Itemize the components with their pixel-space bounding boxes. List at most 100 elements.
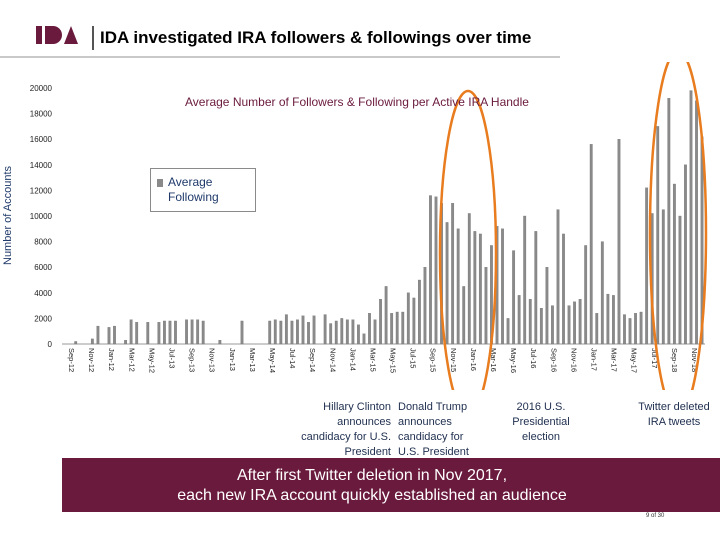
x-tick-label: Mar-17	[610, 348, 619, 372]
bar	[190, 319, 194, 345]
x-tick-label: Jan-13	[228, 348, 237, 371]
x-tick-label: Jul-16	[529, 348, 538, 368]
bar	[423, 267, 427, 345]
bar	[185, 319, 188, 345]
x-tick-label: Nov-12	[87, 348, 96, 372]
bar	[401, 311, 405, 345]
bar	[517, 295, 521, 345]
bar	[473, 231, 477, 345]
bar	[506, 318, 510, 345]
conclusion-banner: After first Twitter deletion in Nov 2017…	[62, 458, 720, 512]
y-tick-label: 20000	[30, 84, 53, 93]
x-tick-label: Sep-16	[549, 348, 558, 372]
bar	[368, 313, 371, 345]
legend-label: Average Following	[168, 175, 219, 204]
bar	[512, 250, 516, 345]
bar	[478, 233, 482, 345]
bar	[462, 286, 466, 345]
x-tick-label: Sep-13	[188, 348, 197, 372]
bar	[174, 320, 177, 345]
bar	[390, 313, 394, 345]
bar	[523, 215, 527, 345]
bar	[612, 295, 615, 345]
annotation-election: 2016 U.S. Presidential election	[512, 401, 570, 443]
bar	[334, 320, 338, 345]
bar	[329, 323, 333, 345]
bar	[90, 338, 94, 345]
bar	[484, 267, 488, 345]
x-tick-label: Jul-13	[168, 348, 177, 368]
y-tick-label: 16000	[30, 135, 53, 144]
bar	[634, 313, 637, 345]
bar	[163, 320, 166, 345]
x-tick-label: Mar-12	[127, 348, 136, 372]
bar	[201, 320, 205, 345]
ida-logo	[36, 26, 78, 44]
bar	[96, 325, 100, 345]
bar	[268, 320, 272, 345]
x-tick-label: Sep-15	[429, 348, 438, 372]
banner-text: After first Twitter deletion in Nov 2017…	[177, 467, 567, 504]
bar	[345, 319, 349, 345]
bar	[395, 311, 399, 345]
bar	[379, 299, 382, 345]
x-tick-label: May-17	[630, 348, 639, 373]
x-tick-label: May-16	[509, 348, 518, 373]
bar	[135, 322, 139, 345]
x-tick-label: Jul-14	[288, 348, 297, 368]
bar	[196, 319, 200, 345]
header-divider	[92, 26, 94, 50]
x-tick-label: Nov-16	[569, 348, 578, 372]
bar	[429, 195, 432, 345]
bar	[168, 320, 172, 345]
highlight-ellipse-2018	[648, 62, 708, 390]
bar	[373, 319, 377, 345]
bar	[406, 292, 410, 345]
x-tick-label: Sep-14	[308, 348, 317, 372]
bar	[600, 241, 604, 345]
bar	[434, 196, 438, 345]
y-tick-label: 6000	[34, 263, 52, 272]
bar	[218, 340, 222, 345]
bar	[695, 100, 698, 345]
bar	[656, 126, 660, 345]
y-tick-label: 2000	[34, 314, 52, 323]
bar	[556, 209, 560, 345]
y-tick-label: 4000	[34, 289, 52, 298]
x-tick-label: Jan-12	[107, 348, 116, 371]
slide-header: IDA investigated IRA followers & followi…	[0, 0, 720, 62]
bar	[351, 319, 355, 345]
page-number: 9 of 30	[646, 513, 665, 519]
x-tick-label: May-15	[389, 348, 398, 373]
x-tick-label: Mar-13	[248, 348, 257, 372]
bar	[279, 320, 283, 345]
y-tick-label: 18000	[30, 110, 53, 119]
x-tick-label: Sep-12	[67, 348, 76, 372]
bar	[157, 322, 161, 345]
bar	[567, 305, 571, 345]
bar	[534, 231, 538, 345]
bar	[240, 320, 244, 345]
bar	[606, 293, 610, 345]
bar	[528, 299, 532, 345]
bar	[667, 98, 671, 345]
header-rule	[0, 56, 560, 58]
bar	[628, 318, 632, 345]
bar	[539, 308, 543, 345]
bar	[573, 301, 576, 345]
chart-title: Average Number of Followers & Following …	[185, 95, 529, 109]
bar	[451, 203, 455, 345]
x-tick-label: Mar-15	[369, 348, 378, 372]
bar	[323, 314, 327, 345]
annotation-twitter-deletion: Twitter deleted IRA tweets	[638, 401, 710, 428]
bar	[273, 319, 277, 345]
bar	[296, 319, 299, 345]
bar	[362, 333, 366, 345]
bar	[445, 222, 449, 345]
y-tick-label: 14000	[30, 161, 53, 170]
bar	[301, 315, 305, 345]
x-tick-label: Jul-15	[409, 348, 418, 368]
bar	[124, 340, 128, 345]
y-axis-label: Number of Accounts	[2, 165, 14, 265]
bar	[684, 164, 687, 345]
